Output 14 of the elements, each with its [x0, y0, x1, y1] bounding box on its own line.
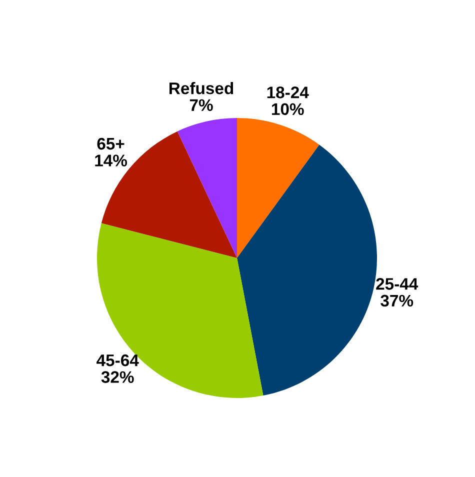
data-label: 10%	[272, 103, 304, 116]
data-label: 14%	[95, 154, 128, 166]
pie-slice	[237, 144, 377, 396]
data-label: 37%	[380, 294, 414, 307]
slice-label: Refused	[170, 82, 234, 94]
pie-slice	[97, 223, 264, 398]
pie-slice	[177, 118, 237, 258]
slice-label: 45-64	[96, 354, 139, 366]
pie-slice	[237, 118, 320, 258]
slice-label: 25-44	[376, 278, 418, 290]
slice-label: 65+	[97, 138, 124, 150]
data-label: 7%	[190, 99, 213, 111]
data-label: 32%	[101, 371, 134, 383]
slice-label: 18-24	[267, 86, 309, 98]
